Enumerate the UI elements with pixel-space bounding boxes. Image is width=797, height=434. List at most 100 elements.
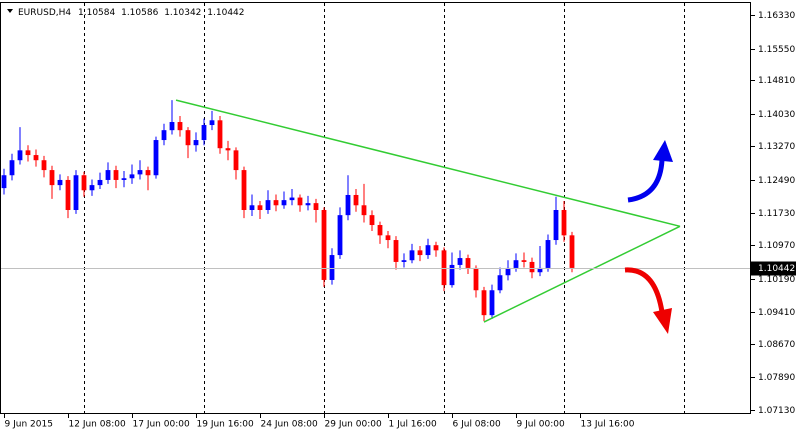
candle-body [337, 215, 343, 256]
candle-body [145, 170, 151, 176]
y-tick-label: 1.09410 [758, 308, 795, 318]
candle-body [81, 175, 87, 191]
up-arrow-head [653, 140, 673, 162]
candle-body [569, 235, 575, 268]
down-arrow [624, 267, 665, 313]
y-tick-label: 1.14810 [758, 76, 795, 86]
candle-body [425, 245, 431, 256]
candle-body [113, 170, 119, 180]
candle-body [561, 210, 567, 236]
candle-body [257, 205, 263, 211]
candle-body [1, 175, 7, 189]
x-tick-label: 9 Jul 00:00 [517, 420, 566, 430]
candle-body [217, 120, 223, 149]
candle-body [129, 174, 135, 179]
y-tick-label: 1.08670 [758, 340, 795, 350]
candle-body [545, 240, 551, 268]
candle-body [185, 130, 191, 146]
x-tick-label: 24 Jun 08:00 [261, 420, 318, 430]
plot-frame [0, 2, 751, 414]
candle-body [249, 205, 255, 211]
candle-body [33, 155, 39, 161]
candle-body [265, 200, 271, 211]
symbol: EURUSD,H4 [18, 8, 71, 18]
candle-body [209, 120, 215, 126]
down-arrow-head [653, 308, 672, 334]
candle-body [73, 175, 79, 211]
open: 1.10584 [78, 8, 115, 18]
x-tick-label: 13 Jul 16:00 [581, 420, 635, 430]
candle-body [273, 200, 279, 206]
candle-body [361, 205, 367, 216]
y-tick-label: 1.16330 [758, 11, 795, 21]
candle-body [177, 122, 183, 131]
candle-body [385, 235, 391, 241]
candle-body [409, 250, 415, 261]
candle-body [281, 200, 287, 206]
candle-body [105, 170, 111, 180]
y-tick-label: 1.14030 [758, 110, 795, 120]
up-arrow [627, 159, 665, 203]
high: 1.10586 [121, 8, 158, 18]
candle-body [305, 203, 311, 206]
candle-body [297, 197, 303, 206]
candle-body [17, 150, 23, 161]
candle-body [393, 240, 399, 262]
candle-body [201, 125, 207, 141]
candle-body [161, 130, 167, 141]
candle-body [521, 260, 527, 262]
candle-body [241, 170, 247, 211]
candle-body [369, 215, 375, 226]
candle-body [377, 225, 383, 236]
candle-body [345, 194, 351, 216]
x-tick-label: 29 Jun 00:00 [325, 420, 382, 430]
x-tick-label: 12 Jun 08:00 [69, 420, 126, 430]
candle-body [169, 122, 175, 131]
last-price-box [751, 261, 796, 276]
candle-body [313, 203, 319, 211]
y-tick-label: 1.07130 [758, 406, 795, 416]
header: EURUSD,H4 1.10584 1.10586 1.10342 1.1044… [7, 8, 245, 18]
candle-body [233, 150, 239, 171]
candle-body [225, 148, 231, 151]
y-tick-label: 1.11730 [758, 209, 795, 219]
candle-body [49, 170, 55, 186]
x-tick-label: 17 Jun 00:00 [133, 420, 190, 430]
candle-body [193, 140, 199, 146]
annotation-arrows [624, 140, 673, 334]
y-tick-label: 1.15550 [758, 45, 795, 55]
last-price-label: 1.10442 [758, 264, 795, 274]
candle-body [41, 160, 47, 171]
trend-line [483, 225, 681, 323]
candle-body [97, 179, 103, 186]
candle-body [57, 179, 63, 186]
close: 1.10442 [207, 8, 244, 18]
candle-body [473, 267, 479, 291]
candle-body [457, 258, 463, 265]
candle-body [481, 290, 487, 316]
candle-body [513, 260, 519, 268]
candle-body [537, 267, 543, 273]
y-tick-label: 1.13270 [758, 142, 795, 152]
candle-body [489, 290, 495, 316]
y-tick-label: 1.12490 [758, 176, 795, 186]
x-tick-label: 19 Jun 16:00 [197, 420, 254, 430]
y-tick-label: 1.10190 [758, 275, 795, 285]
menu-triangle [7, 9, 13, 13]
candle-body [321, 210, 327, 280]
y-tick-label: 1.10970 [758, 241, 795, 251]
candle-body [121, 178, 127, 180]
candle-body [401, 260, 407, 262]
candle-body [89, 185, 95, 191]
candle-body [441, 250, 447, 286]
candle-body [433, 245, 439, 251]
candle-body [9, 160, 15, 176]
x-tick-label: 9 Jun 2015 [5, 420, 53, 430]
y-tick-label: 1.07890 [758, 373, 795, 383]
trend-line [175, 99, 681, 228]
candle-body [417, 250, 423, 256]
header-text: EURUSD,H4 1.10584 1.10586 1.10342 1.1044… [18, 8, 245, 18]
candle-body [505, 267, 511, 276]
x-tick-label: 1 Jul 16:00 [389, 420, 438, 430]
